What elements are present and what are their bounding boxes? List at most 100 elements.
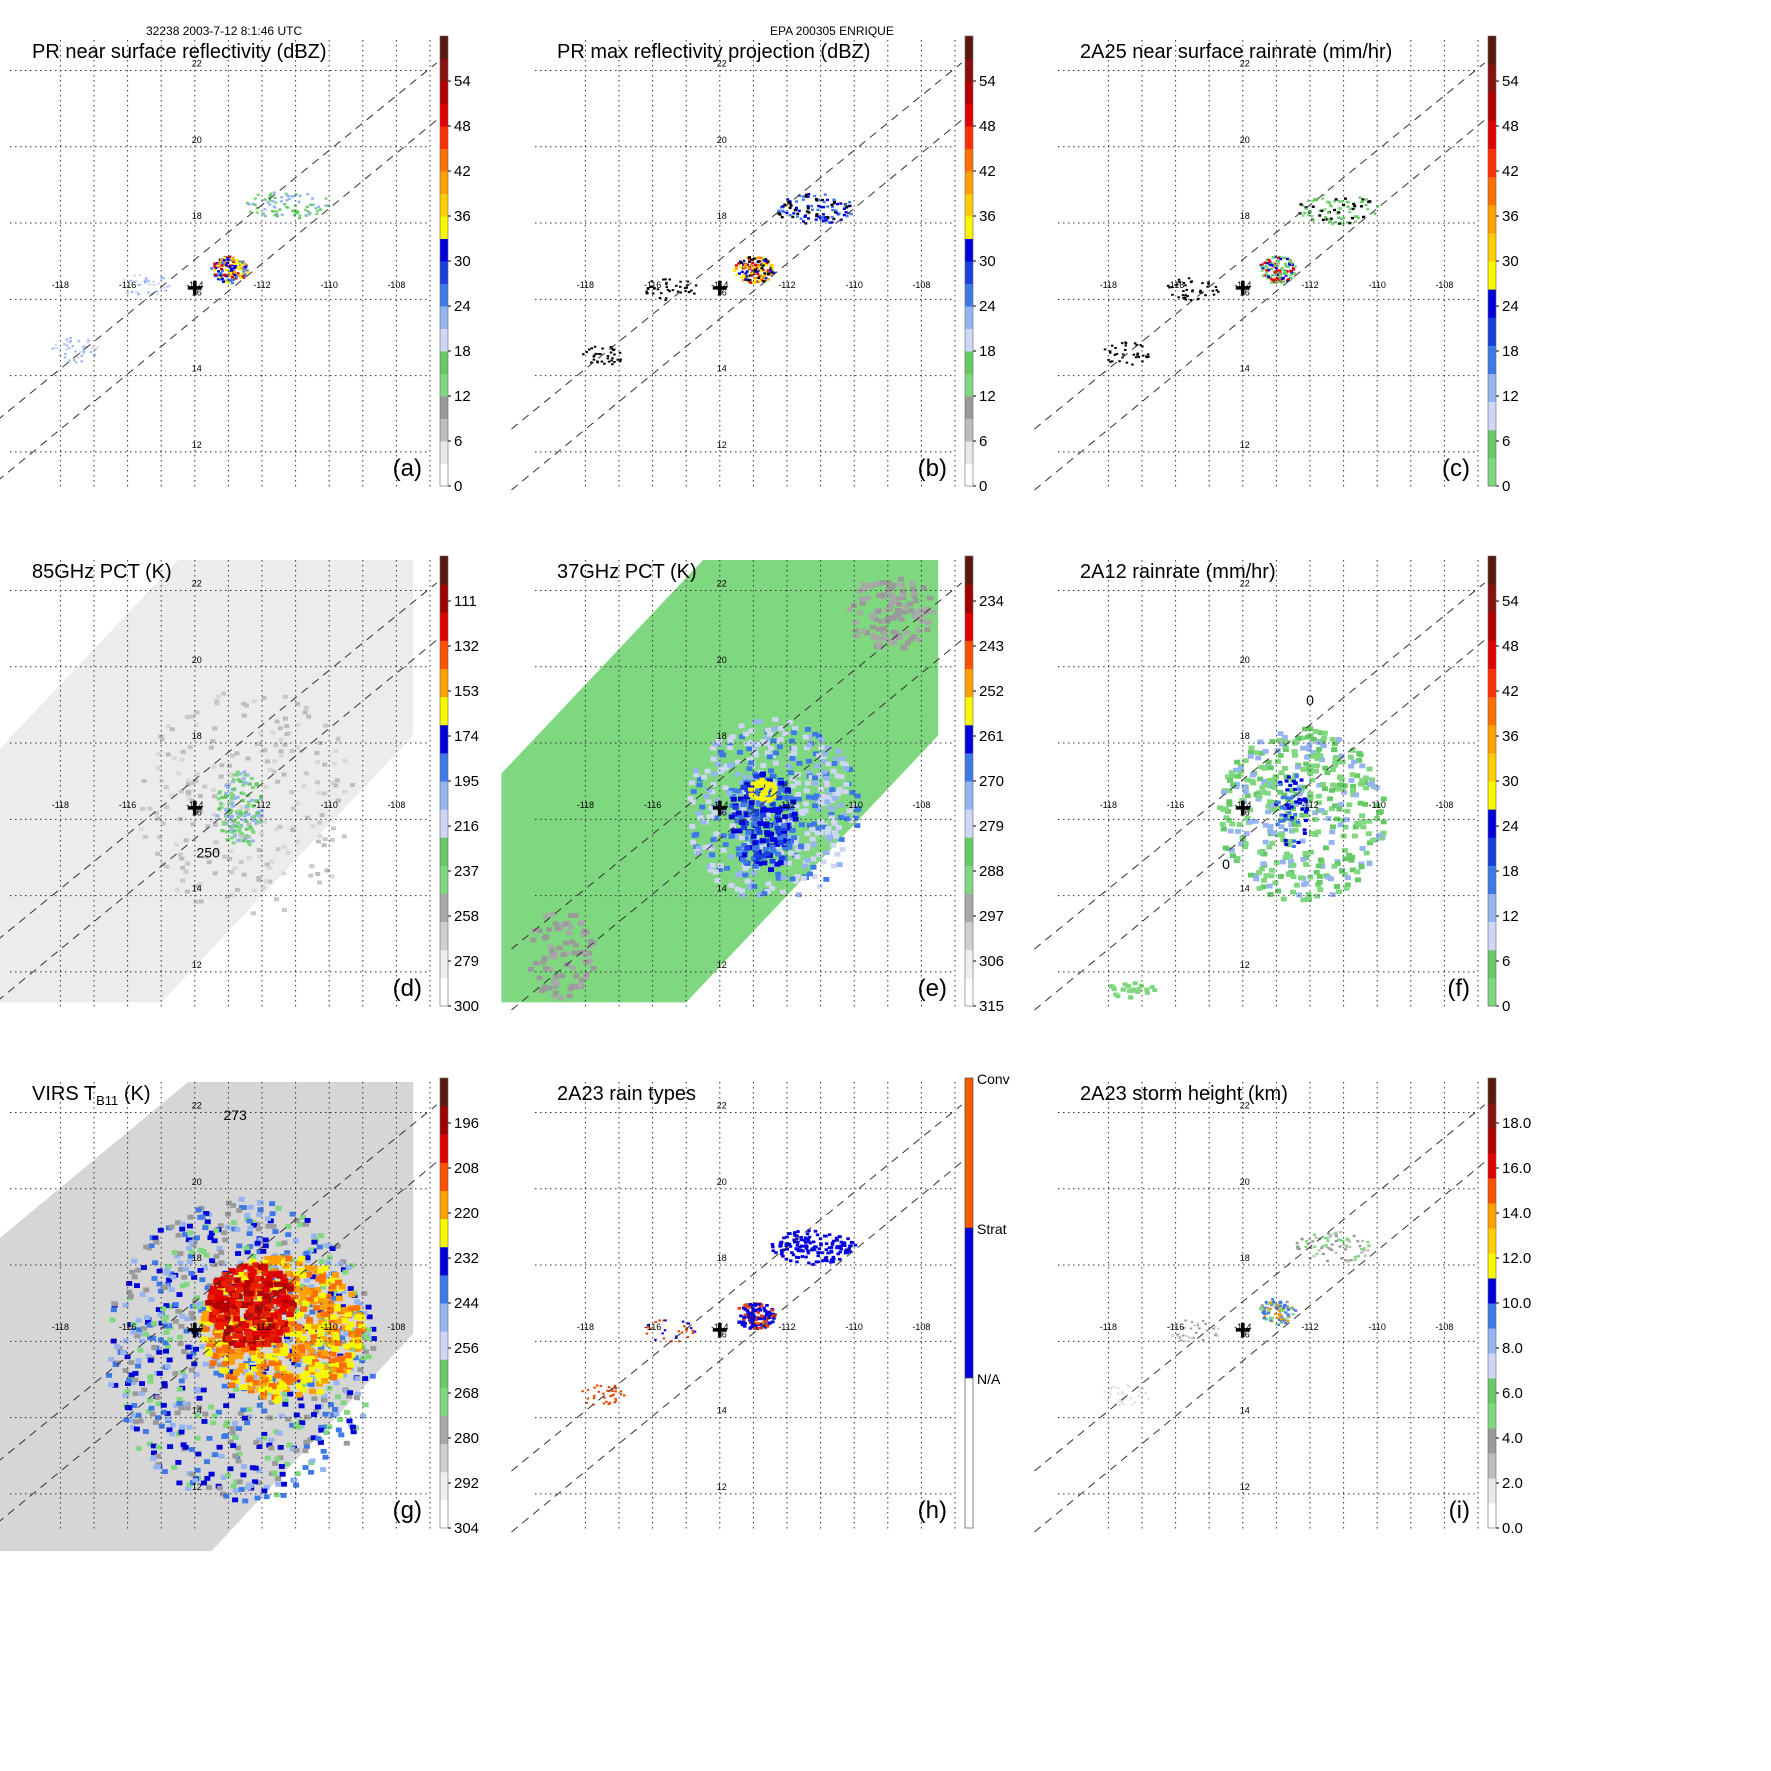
colorbar-segment	[440, 373, 448, 397]
brightness-pixel	[212, 794, 218, 799]
low-pct-pixel	[252, 815, 257, 819]
rain-pixel	[759, 276, 763, 280]
rain-pixel	[1351, 833, 1358, 839]
colorbar-segment	[440, 1331, 448, 1360]
low-pct-pixel	[246, 812, 251, 816]
rain-pixel	[1337, 200, 1341, 203]
colorbar-segment	[1488, 120, 1496, 149]
rain-pixel	[798, 194, 802, 197]
rain-pixel	[230, 273, 234, 276]
low-pct-pixel	[244, 781, 249, 785]
colorbar-segment	[1488, 949, 1496, 979]
brightness-pixel	[295, 722, 301, 727]
brightness-pixel	[729, 794, 736, 799]
brightness-pixel	[233, 1315, 241, 1322]
rain-pixel	[686, 280, 690, 283]
rain-type-pixel	[808, 1241, 812, 1245]
rain-pixel	[1329, 220, 1333, 224]
low-pct-pixel	[238, 772, 243, 776]
rain-pixel	[1315, 829, 1322, 835]
rain-pixel	[834, 209, 838, 212]
rain-pixel	[1341, 203, 1345, 207]
brightness-pixel	[189, 798, 195, 803]
low-pct-pixel	[238, 813, 243, 817]
brightness-pixel	[241, 1322, 249, 1329]
brightness-pixel	[580, 932, 587, 937]
rain-pixel	[761, 264, 765, 267]
low-pct-pixel	[239, 831, 244, 836]
colorbar-label: 258	[454, 908, 479, 925]
rain-pixel	[1303, 211, 1307, 215]
brightness-pixel	[776, 807, 783, 813]
brightness-pixel	[770, 808, 777, 814]
brightness-pixel	[216, 694, 222, 699]
colorbar-segment	[965, 306, 973, 329]
brightness-pixel	[323, 723, 329, 728]
brightness-pixel	[272, 759, 278, 764]
lat-tick-label: 14	[717, 364, 727, 374]
brightness-pixel	[139, 1381, 146, 1386]
lon-tick-label: -110	[321, 280, 338, 290]
brightness-pixel	[228, 848, 234, 853]
brightness-pixel	[734, 771, 741, 777]
lon-tick-label: -108	[387, 1322, 405, 1332]
low-pct-pixel	[241, 777, 246, 781]
brightness-pixel	[759, 739, 766, 744]
brightness-pixel	[151, 1320, 158, 1326]
brightness-pixel	[296, 1377, 303, 1383]
colorbar-segment	[1488, 36, 1496, 65]
brightness-pixel	[777, 726, 784, 731]
brightness-pixel	[321, 1321, 329, 1328]
brightness-pixel	[146, 1397, 153, 1403]
brightness-pixel	[256, 1249, 263, 1255]
brightness-pixel	[816, 806, 823, 812]
rain-pixel	[216, 270, 220, 273]
brightness-pixel	[772, 786, 778, 791]
brightness-pixel	[247, 1272, 255, 1279]
rain-pixel	[1335, 889, 1342, 895]
rain-pixel	[306, 210, 310, 213]
brightness-pixel	[284, 1331, 292, 1337]
brightness-pixel	[761, 891, 768, 897]
rain-pixel	[1236, 822, 1243, 827]
rain-pixel	[327, 204, 331, 208]
rain-pixel	[1364, 203, 1368, 207]
brightness-pixel	[266, 1303, 274, 1309]
brightness-pixel	[261, 1259, 269, 1266]
brightness-pixel	[247, 1265, 255, 1272]
brightness-pixel	[587, 958, 594, 964]
rain-pixel	[316, 209, 320, 213]
brightness-pixel	[228, 1354, 236, 1360]
brightness-pixel	[247, 1204, 254, 1210]
rain-pixel	[1289, 262, 1293, 265]
rain-pixel	[1321, 193, 1325, 197]
rain-pixel	[1336, 806, 1343, 812]
brightness-pixel	[763, 740, 770, 746]
brightness-pixel	[206, 1343, 214, 1350]
brightness-pixel	[872, 616, 879, 622]
brightness-pixel	[179, 1226, 186, 1232]
colorbar-segment	[965, 283, 973, 307]
brightness-pixel	[327, 1402, 334, 1407]
brightness-pixel	[559, 924, 566, 929]
low-pct-pixel	[254, 782, 259, 787]
rain-pixel	[164, 289, 168, 292]
rain-pixel	[757, 276, 761, 280]
rain-pixel	[1346, 802, 1353, 808]
brightness-pixel	[205, 1319, 213, 1326]
brightness-pixel	[735, 788, 742, 794]
brightness-pixel	[824, 782, 831, 788]
brightness-pixel	[370, 1326, 377, 1332]
brightness-pixel	[287, 1315, 295, 1322]
rain-pixel	[227, 281, 231, 284]
rain-pixel	[1234, 855, 1241, 861]
low-pct-pixel	[220, 795, 225, 800]
rain-pixel	[144, 277, 148, 280]
brightness-pixel	[282, 1299, 290, 1306]
colorbar-segment	[965, 612, 973, 641]
brightness-pixel	[317, 1296, 325, 1302]
brightness-pixel	[782, 814, 789, 820]
brightness-pixel	[873, 581, 880, 587]
brightness-pixel	[315, 1276, 323, 1282]
rain-pixel	[752, 279, 756, 283]
